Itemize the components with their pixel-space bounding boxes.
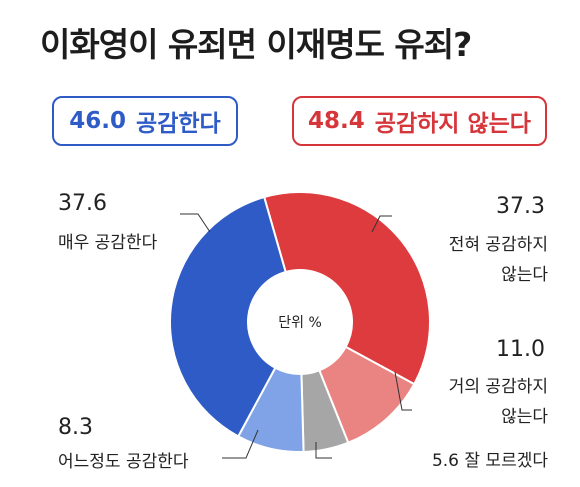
agree-total-value: 46.0 [69,108,127,134]
label-strongly-disagree-value: 37.3 [496,194,545,219]
label-mostly-disagree-line2: 않는다 [501,407,548,427]
disagree-total-badge: 48.4 공감하지 않는다 [292,96,547,146]
leader-line-somewhat-agree [222,429,259,459]
agree-total-label: 공감한다 [136,111,221,137]
disagree-total-value: 48.4 [308,108,365,134]
label-unsure-text: 5.6 잘 모르겠다 [432,451,548,471]
label-somewhat-agree-value: 8.3 [58,415,93,440]
chart-title: 이화영이 유죄면 이재명도 유죄? [40,25,472,64]
label-strongly-agree-value: 37.6 [58,191,107,216]
label-mostly-disagree-line1: 거의 공감하지 [449,377,548,397]
leader-line-unsure [315,442,332,459]
label-strongly-disagree-line2: 않는다 [501,265,548,285]
leader-line-strongly-agree [180,213,211,233]
leader-lines [180,213,412,459]
label-mostly-disagree-value: 11.0 [496,337,545,362]
disagree-total-label: 공감하지 않는다 [374,111,531,137]
label-strongly-agree-text: 매우 공감한다 [58,233,158,253]
leader-line-strongly-disagree [371,215,392,233]
center-unit-label: 단위 % [278,315,322,331]
leader-line-mostly-disagree [394,371,412,411]
donut-slices [169,191,431,453]
agree-total-badge: 46.0 공감한다 [52,96,238,146]
label-strongly-disagree-line1: 전혀 공감하지 [449,235,548,255]
label-somewhat-agree-text: 어느정도 공감한다 [58,452,189,472]
donut-hole [248,270,352,374]
donut-slice-1 [262,191,431,386]
